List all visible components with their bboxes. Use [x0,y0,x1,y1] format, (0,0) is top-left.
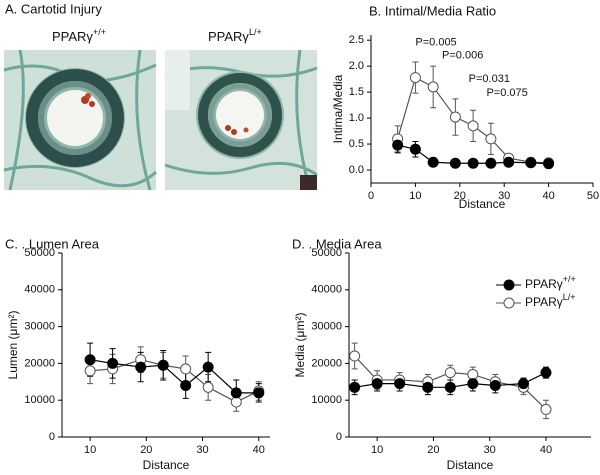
y-axis-label: Intima/Media [331,74,345,143]
data-point [540,403,552,415]
legend-marker [503,297,515,309]
y-tick-label: 30000 [311,321,342,333]
data-point [543,158,555,170]
chart-title: B. Intimal/Media Ratio [369,3,496,18]
data-point [503,156,515,168]
y-tick-label: 20000 [24,357,55,369]
data-point [253,387,265,399]
x-tick-label: 0 [368,190,374,202]
x-tick-label: 10 [409,190,421,202]
x-axis-label: Distance [447,458,494,472]
x-axis-label: Distance [143,458,190,472]
data-point [467,120,479,132]
data-point [230,396,242,408]
data-point [230,387,242,399]
data-point [349,350,361,362]
y-tick-label: 30000 [24,321,55,333]
legend-label: PPARγ+/+ [525,274,576,291]
y-tick-label: 10000 [24,394,55,406]
y-tick-label: 40000 [24,284,55,296]
annotation: P=0.075 [486,87,527,99]
data-point [444,381,456,393]
y-tick-label: 50000 [311,247,342,259]
data-point [449,157,461,169]
x-tick-label: 50 [587,190,599,202]
y-tick-label: 20000 [311,357,342,369]
x-tick-label: 20 [140,444,152,456]
data-point [444,367,456,379]
panel-title: A. Cartotid Injury [5,1,102,16]
data-point [467,378,479,390]
image-label: PPARγL/+ [208,27,262,44]
data-point [84,354,96,366]
y-tick-label: 0 [336,431,342,443]
histology-image [3,49,158,191]
data-point [180,379,192,391]
data-point [349,381,361,393]
x-tick-label: 30 [196,444,208,456]
data-point [427,81,439,93]
chart-title: D. . Media Area [292,236,382,251]
data-point [202,361,214,373]
data-point [135,361,147,373]
x-tick-label: 40 [542,190,554,202]
x-tick-label: 30 [498,190,510,202]
x-tick-label: 10 [84,444,96,456]
y-axis-label: Lumen (μm²) [6,311,20,380]
x-tick-label: 40 [253,444,265,456]
annotation: P=0.006 [442,50,483,62]
data-point [485,157,497,169]
data-point [449,111,461,123]
annotation: P=0.031 [469,73,510,85]
y-tick-label: 1.0 [349,112,364,124]
data-point [517,378,529,390]
data-point [409,143,421,155]
chart-title: C. . Lumen Area [5,236,100,251]
data-point [409,72,421,84]
y-tick-label: 0.0 [349,164,364,176]
x-tick-label: 40 [540,444,552,456]
y-tick-label: 50000 [24,247,55,259]
data-point [525,157,537,169]
data-point [467,157,479,169]
y-axis-label: Media (μm²) [293,313,307,378]
data-point [392,139,404,151]
x-tick-label: 30 [484,444,496,456]
legend-marker [503,279,515,291]
x-tick-label: 20 [454,190,466,202]
x-axis-label: Distance [459,197,506,211]
annotation: P=0.005 [415,37,456,49]
data-point [84,365,96,377]
data-point [467,368,479,380]
y-tick-label: 1.5 [349,86,364,98]
data-point [371,378,383,390]
data-point [157,359,169,371]
y-tick-label: 0.5 [349,138,364,150]
data-point [107,357,119,369]
y-tick-label: 0 [49,431,55,443]
x-tick-label: 20 [427,444,439,456]
y-tick-label: 40000 [311,284,342,296]
y-tick-label: 2.5 [349,34,364,46]
data-point [540,367,552,379]
data-point [422,381,434,393]
histology-image [164,49,318,191]
data-point [427,156,439,168]
image-label: PPARγ+/+ [52,27,106,44]
x-tick-label: 10 [371,444,383,456]
y-tick-label: 2.0 [349,60,364,72]
y-tick-label: 10000 [311,394,342,406]
data-point [489,379,501,391]
legend-label: PPARγL/+ [525,292,576,309]
data-point [394,378,406,390]
data-point [180,363,192,375]
data-point [202,381,214,393]
data-point [485,133,497,145]
